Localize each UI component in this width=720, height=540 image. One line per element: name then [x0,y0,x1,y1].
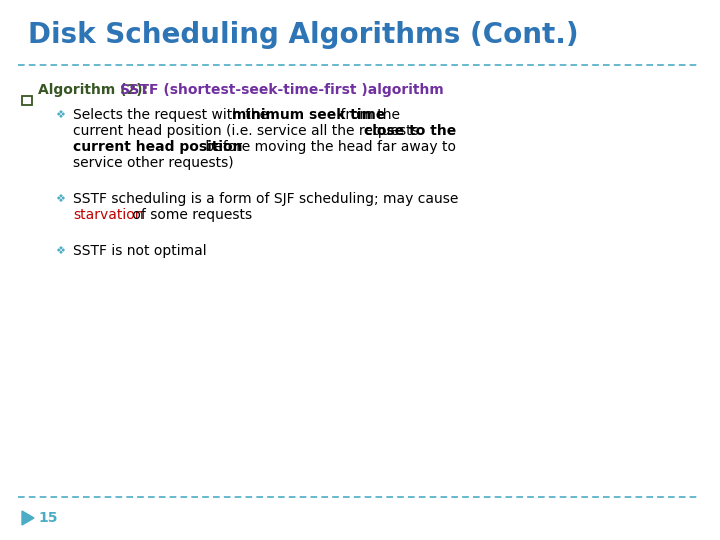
Text: Algorithm (2):: Algorithm (2): [38,83,153,97]
Text: SSTF (shortest-seek-time-first )algorithm: SSTF (shortest-seek-time-first )algorith… [120,83,444,97]
Text: 15: 15 [38,511,58,525]
Bar [22,96,32,105]
Text: ❖: ❖ [55,194,65,204]
Text: ❖: ❖ [55,246,65,256]
Text: minimum seek time: minimum seek time [233,108,386,122]
Text: starvation: starvation [73,208,143,222]
Text: close to the: close to the [364,124,456,138]
Text: current head position: current head position [73,140,243,154]
Text: SSTF scheduling is a form of SJF scheduling; may cause: SSTF scheduling is a form of SJF schedul… [73,192,459,206]
Text: Selects the request with the: Selects the request with the [73,108,272,122]
Text: of some requests: of some requests [128,208,252,222]
Polygon shape [22,511,34,525]
Text: from the: from the [336,108,400,122]
Text: Disk Scheduling Algorithms (Cont.): Disk Scheduling Algorithms (Cont.) [28,21,579,49]
Text: current head position (i.e. service all the requests: current head position (i.e. service all … [73,124,423,138]
Text: ❖: ❖ [55,110,65,120]
Text: service other requests): service other requests) [73,156,233,170]
Text: before moving the head far away to: before moving the head far away to [201,140,456,154]
Text: SSTF is not optimal: SSTF is not optimal [73,244,207,258]
